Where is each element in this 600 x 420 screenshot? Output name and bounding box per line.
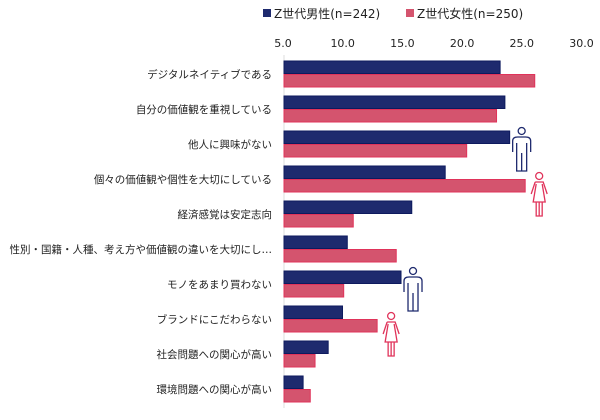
male-person-icon xyxy=(403,266,423,312)
x-tick-label: 5.0 xyxy=(274,37,292,50)
legend-swatch-male xyxy=(263,9,271,17)
bar-male-6 xyxy=(283,270,402,284)
bar-female-6 xyxy=(283,284,345,298)
male-person-icon xyxy=(512,126,532,172)
x-tick-label: 30.0 xyxy=(569,37,594,50)
bar-male-8 xyxy=(283,340,329,354)
x-tick-label: 20.0 xyxy=(450,37,475,50)
bar-female-0 xyxy=(283,74,536,88)
bar-female-4 xyxy=(283,214,354,228)
bar-male-9 xyxy=(283,375,304,389)
x-axis-ticks: 5.0 10.0 15.0 20.0 25.0 30.0 xyxy=(274,37,594,50)
legend-label-male: Z世代男性(n=242) xyxy=(274,7,380,21)
category-label: 性別・国籍・人種、考え方や価値観の違いを大切にし… xyxy=(10,243,273,256)
category-label: ブランドにこだわらない xyxy=(157,313,272,326)
category-label: モノをあまり買わない xyxy=(167,279,272,291)
bar-male-2 xyxy=(283,130,511,144)
category-label: 個々の価値観や個性を大切にしている xyxy=(94,173,272,186)
x-tick-label: 15.0 xyxy=(390,37,415,50)
bar-female-8 xyxy=(283,354,316,368)
bar-female-5 xyxy=(283,249,397,263)
female-person-icon xyxy=(382,311,400,357)
bar-female-9 xyxy=(283,389,311,403)
legend: Z世代男性(n=242) Z世代女性(n=250) xyxy=(263,6,523,21)
category-label: 経済感覚は安定志向 xyxy=(178,208,273,221)
x-tick-label: 25.0 xyxy=(510,37,535,50)
bars xyxy=(283,60,536,403)
bar-male-3 xyxy=(283,165,446,179)
bar-male-0 xyxy=(283,60,501,74)
category-label: デジタルネイティブである xyxy=(147,68,272,81)
bar-male-4 xyxy=(283,200,413,214)
icons xyxy=(382,126,548,357)
category-label: 自分の価値観を重視している xyxy=(136,103,272,116)
x-tick-label: 10.0 xyxy=(330,37,355,50)
legend-swatch-female xyxy=(406,9,414,17)
category-labels: デジタルネイティブである自分の価値観を重視している他人に興味がない個々の価値観や… xyxy=(10,68,273,396)
bar-male-1 xyxy=(283,95,506,109)
bar-male-5 xyxy=(283,235,348,249)
bar-male-7 xyxy=(283,305,344,319)
bar-female-7 xyxy=(283,319,378,333)
category-label: 社会問題への関心が高い xyxy=(157,348,273,361)
legend-label-female: Z世代女性(n=250) xyxy=(417,6,523,21)
category-label: 他人に興味がない xyxy=(188,138,272,151)
bar-female-1 xyxy=(283,109,498,123)
category-label: 環境問題への関心が高い xyxy=(157,383,273,396)
bar-female-3 xyxy=(283,179,526,193)
female-person-icon xyxy=(530,171,548,217)
bar-female-2 xyxy=(283,144,468,158)
